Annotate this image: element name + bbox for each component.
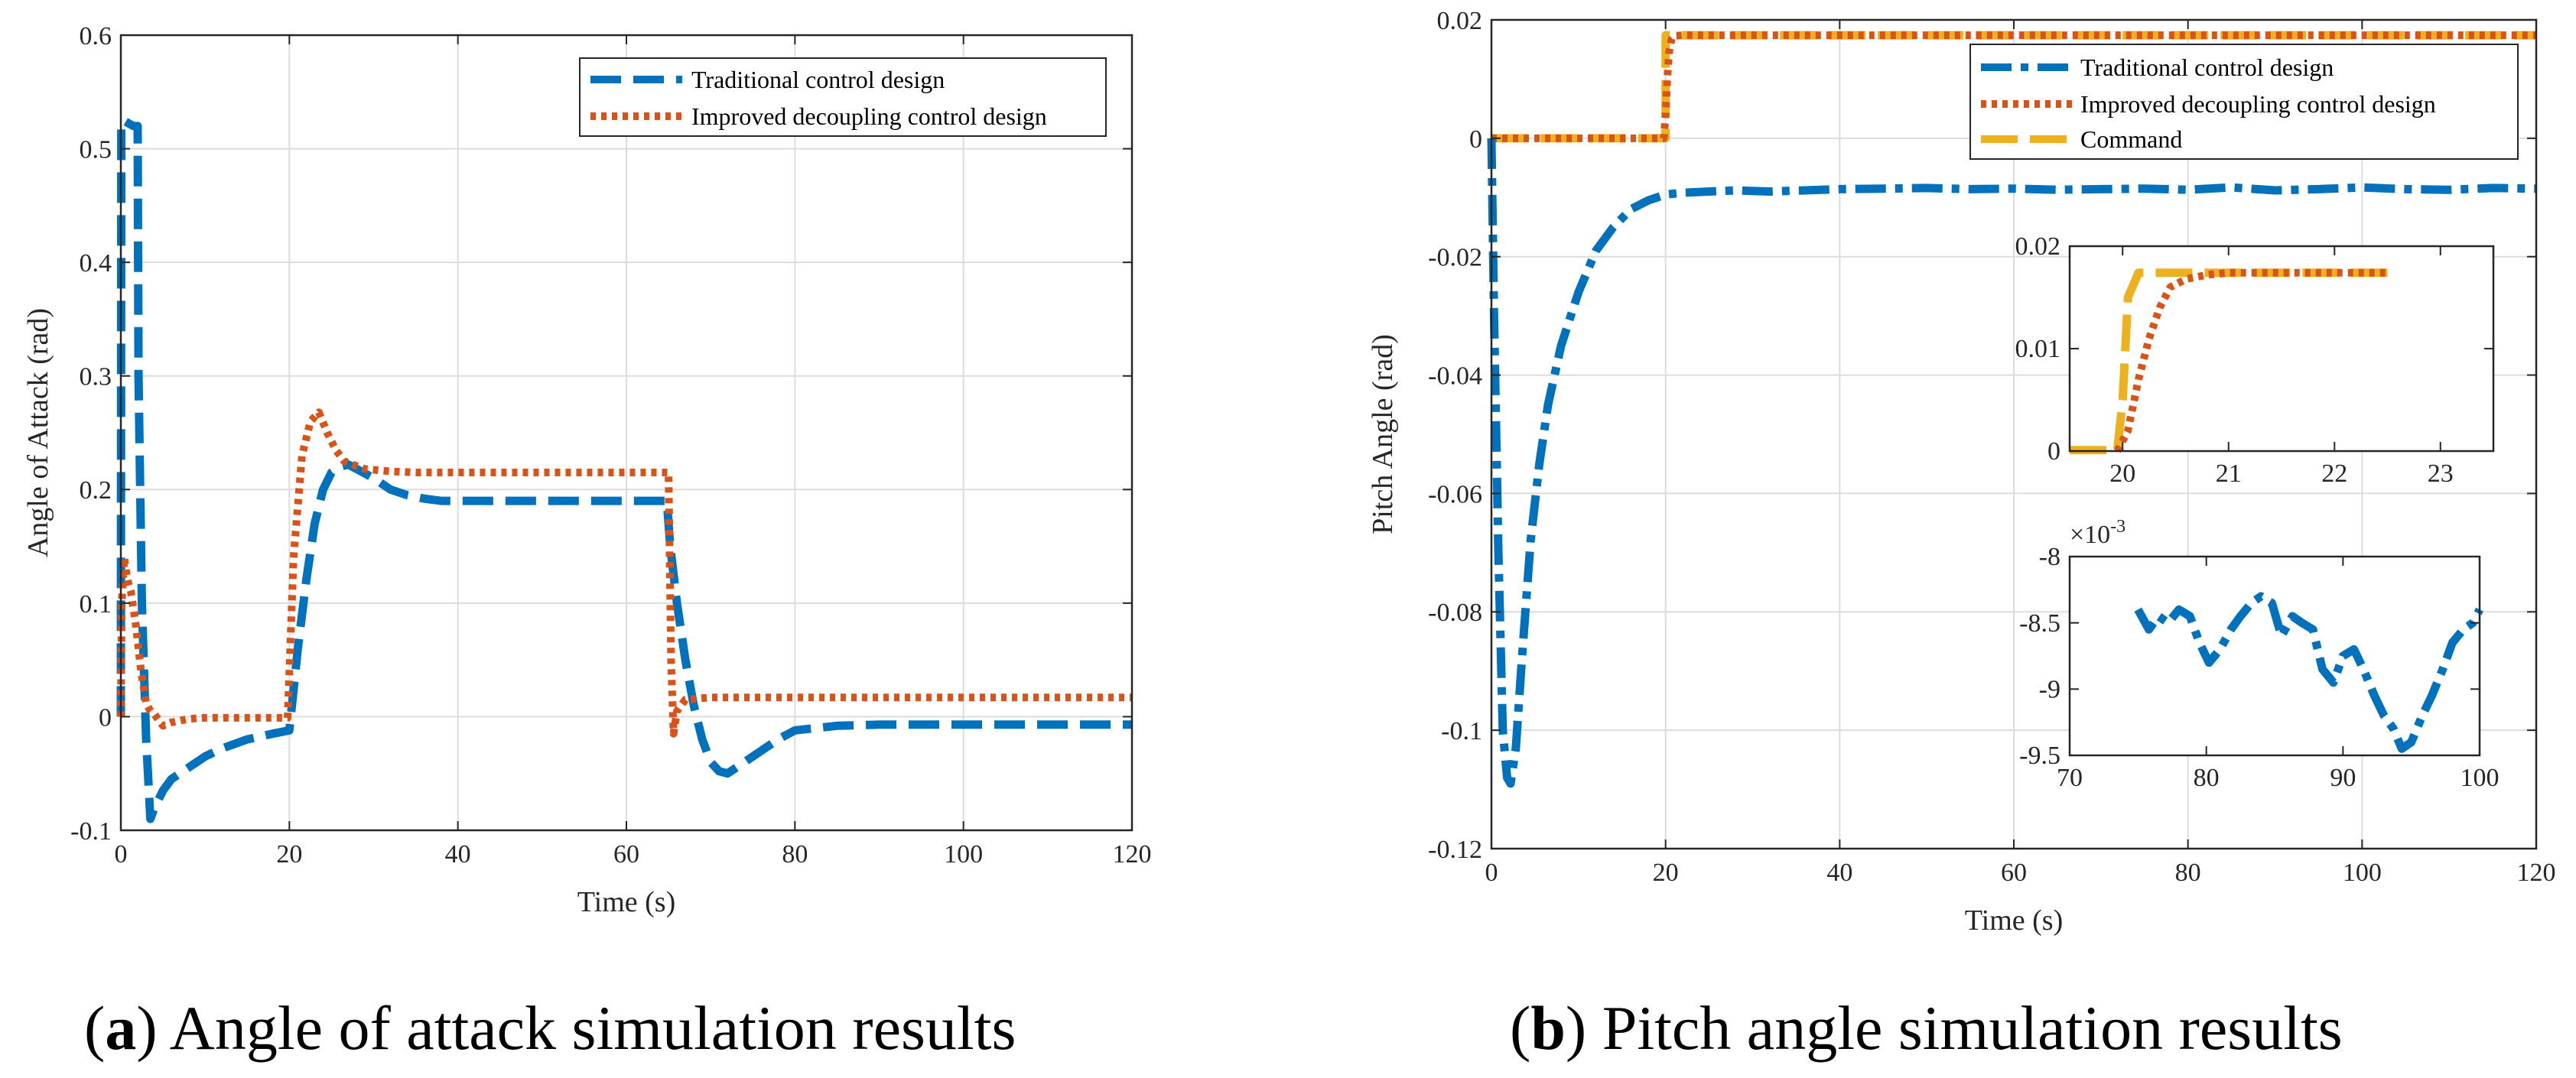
panel-b-inset-1-ticks: 20 21 22 23 0 0.01 0.02	[2015, 232, 2493, 488]
panel-b-series-improved	[1491, 31, 2536, 142]
panel-a-xtick-label-6: 120	[1113, 840, 1152, 869]
panel-b-inset-1-ytick-label-2: 0.02	[2015, 232, 2061, 261]
panel-b-ytick-label-2: -0.08	[1428, 599, 1482, 627]
panel-b-xlabel: Time (s)	[1965, 904, 2063, 937]
panel-a-ytick-label-4: 0.3	[80, 363, 112, 391]
panel-b: 0 20 40 60 80 100 120 -0.12 -0.1 -0.08 -0.06 -0.04 -…	[1367, 7, 2556, 1063]
panel-b-xtick-label-3: 60	[2001, 859, 2027, 887]
panel-b-inset-1: 20 21 22 23 0 0.01 0.02	[2015, 232, 2495, 488]
panel-a-series-improved	[117, 408, 1132, 738]
panel-b-inset-1-xtick-label-1: 21	[2216, 459, 2242, 488]
panel-b-inset-2-xtick-label-3: 100	[2461, 764, 2500, 792]
panel-a-ytick-label-2: 0.1	[80, 590, 112, 619]
panel-b-inset-2-frame	[2068, 555, 2481, 757]
panel-b-inset-1-xtick-label-2: 22	[2321, 459, 2347, 488]
panel-b-xtick-label-6: 120	[2517, 859, 2556, 887]
panel-b-inset-2-ytick-label-1: -9	[2039, 676, 2060, 704]
panel-b-inset-2-series-traditional	[2134, 592, 2483, 753]
panel-b-inset-2: 70 80 90 100 -9.5 -9 -8.5 -8 ×10-3	[2019, 517, 2499, 792]
panel-b-inset-1-series-command	[2070, 268, 2388, 455]
panel-b-inset-1-xtick-label-3: 23	[2428, 459, 2454, 488]
panel-b-inset-1-series	[2070, 268, 2388, 455]
panel-a-legend-label-traditional: Traditional control design	[691, 66, 945, 93]
panel-b-legend-label-improved: Improved decoupling control design	[2080, 90, 2436, 118]
panel-b-series-command	[1491, 31, 2536, 143]
panel-b-caption: (b) Pitch angle simulation results	[1510, 993, 2343, 1063]
panel-b-ytick-label-4: -0.04	[1428, 362, 1482, 390]
panel-b-inset-2-ytick-label-0: -9.5	[2019, 742, 2060, 770]
panel-a-xlabel: Time (s)	[577, 886, 675, 918]
panel-b-ticks: 0 20 40 60 80 100 120 -0.12 -0.1 -0.08 -0.06 -0.04 -…	[1428, 7, 2555, 887]
panel-a-ylabel: Angle of Attack (rad)	[22, 308, 54, 557]
panel-b-inset-2-xtick-label-2: 90	[2330, 764, 2356, 792]
panel-b-legend-label-traditional: Traditional control design	[2080, 54, 2334, 81]
panel-a-ytick-label-5: 0.4	[80, 249, 112, 278]
panel-b-inset-1-series-improved	[2113, 268, 2388, 453]
panel-b-inset-1-ytick-label-0: 0	[2047, 437, 2060, 466]
panel-b-inset-2-xtick-label-1: 80	[2194, 764, 2220, 792]
panel-a-ytick-label-3: 0.2	[80, 476, 112, 505]
panel-a-xtick-label-3: 60	[613, 840, 639, 869]
panel-b-legend-label-command: Command	[2080, 125, 2182, 153]
panel-a-ytick-label-7: 0.6	[80, 22, 112, 50]
panel-b-inset-2-xtick-label-0: 70	[2057, 764, 2083, 792]
panel-b-ylabel: Pitch Angle (rad)	[1367, 334, 1399, 534]
panel-b-xtick-label-2: 40	[1826, 859, 1852, 887]
panel-b-ytick-label-7: 0.02	[1437, 7, 1483, 35]
panel-b-xtick-label-1: 20	[1653, 859, 1679, 887]
panel-a-ticks: 0 20 40 60 80 100 120-0.100.10.20.30.40.50.6	[70, 22, 1151, 869]
panel-a-xtick-label-2: 40	[445, 840, 471, 869]
panel-b-inset-2-series	[2134, 592, 2483, 753]
panel-b-inset-1-ytick-label-1: 0.01	[2015, 335, 2061, 363]
panel-b-inset-2-exponent: ×10-3	[2070, 517, 2126, 549]
panel-b-ytick-label-3: -0.06	[1428, 480, 1482, 508]
panel-b-inset-2-plot-area	[2070, 557, 2480, 755]
panel-b-ytick-label-6: 0	[1469, 125, 1482, 154]
panel-b-ytick-label-1: -0.1	[1441, 717, 1482, 745]
panel-a-legend-box	[579, 57, 1107, 137]
panel-a-ytick-label-0: -0.1	[70, 817, 112, 846]
panel-b-series	[1487, 31, 2537, 788]
panel-b-inset-2-ytick-label-3: -8	[2039, 543, 2060, 571]
panel-b-series-traditional	[1487, 138, 2537, 788]
panel-b-inset-1-xtick-label-0: 20	[2109, 459, 2135, 488]
panel-a-xtick-label-4: 80	[782, 840, 808, 869]
panel-b-ytick-label-5: -0.02	[1428, 244, 1482, 272]
panel-a-series-traditional	[116, 115, 1132, 823]
panel-a-xtick-label-0: 0	[115, 840, 128, 869]
panel-b-inset-2-ticks: 70 80 90 100 -9.5 -9 -8.5 -8	[2019, 543, 2499, 792]
panel-b-legend: Traditional control design Improved deco…	[1969, 44, 2519, 160]
panel-a-xtick-label-1: 20	[276, 840, 302, 869]
panel-a-ytick-label-1: 0	[99, 703, 112, 732]
panel-b-inset-1-plot-area	[2070, 246, 2493, 451]
panel-b-ytick-label-0: -0.12	[1428, 836, 1482, 864]
panel-a-caption: (a) Angle of attack simulation results	[84, 993, 1016, 1063]
panel-b-xtick-label-0: 0	[1485, 859, 1498, 887]
panel-b-xtick-label-4: 80	[2175, 859, 2201, 887]
panel-b-xtick-label-5: 100	[2343, 859, 2382, 887]
panel-a-ytick-label-6: 0.5	[80, 135, 112, 164]
panel-a-xtick-label-5: 100	[944, 840, 983, 869]
panel-a-series	[116, 115, 1132, 823]
panel-b-inset-2-ytick-label-2: -8.5	[2019, 609, 2060, 638]
panel-a: 0 20 40 60 80 100 120-0.100.10.20.30.40.50.6 T…	[22, 22, 1152, 1063]
panel-a-legend-label-improved: Improved decoupling control design	[691, 102, 1047, 130]
panel-a-legend: Traditional control design Improved deco…	[579, 57, 1107, 137]
